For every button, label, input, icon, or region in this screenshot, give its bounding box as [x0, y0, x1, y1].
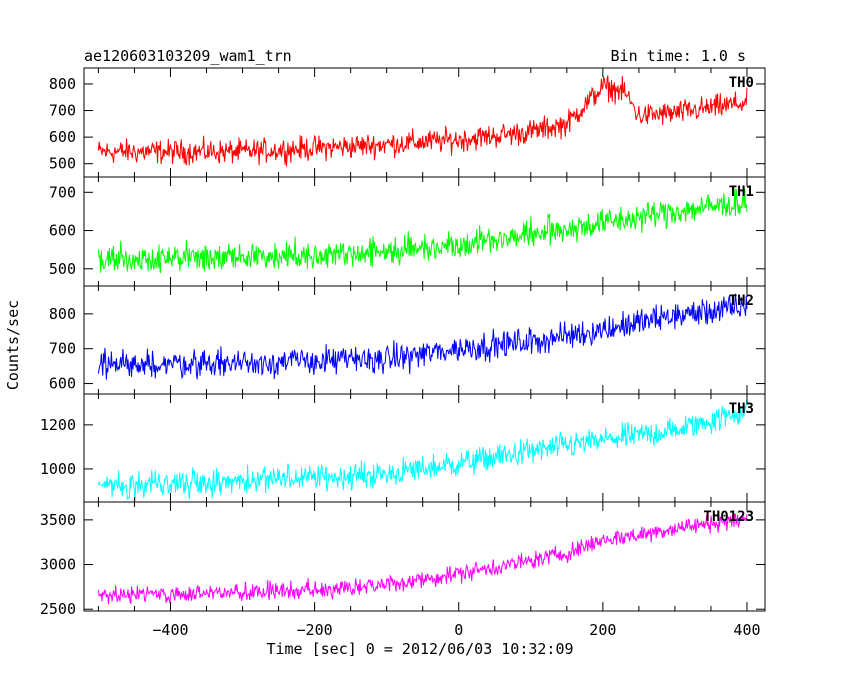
x-tick-label: 200 [589, 621, 616, 639]
x-tick-label: 0 [454, 621, 463, 639]
y-axis-title: Counts/sec [4, 300, 22, 390]
y-tick-label: 600 [49, 222, 76, 240]
panels-group: 500 600 700 800 TH0 500 600 700 TH1 600 700 800 TH2 1… [40, 67, 766, 618]
series-line-th0 [97, 75, 748, 167]
x-tick-label: −200 [297, 621, 333, 639]
y-tick-label: 500 [49, 155, 76, 173]
panel-th2: 600 700 800 TH2 [49, 285, 766, 395]
panel-label-th1: TH1 [729, 184, 754, 200]
y-tick-label: 800 [49, 305, 76, 323]
header-left-title: ae120603103209_wam1_trn [84, 47, 292, 65]
x-axis-title: Time [sec] 0 = 2012/06/03 10:32:09 [266, 640, 573, 658]
panel-th3: 1000 1200 TH3 [40, 393, 766, 503]
y-tick-label: 700 [49, 340, 76, 358]
x-tick-label: −400 [152, 621, 188, 639]
y-tick-label: 1000 [40, 460, 76, 478]
y-tick-label: 1200 [40, 416, 76, 434]
x-tick-label: 400 [733, 621, 760, 639]
y-tick-label: 600 [49, 375, 76, 393]
y-tick-label: 3000 [40, 556, 76, 574]
panel-th0123: 2500 3000 3500 TH0123 [40, 501, 766, 618]
y-tick-label: 2500 [40, 600, 76, 618]
panel-label-th0123: TH0123 [703, 509, 754, 525]
panel-frame [83, 176, 766, 287]
header-right-title: Bin time: 1.0 s [611, 47, 746, 65]
series-line-th2 [97, 293, 748, 380]
y-tick-label: 700 [49, 183, 76, 201]
panel-label-th2: TH2 [729, 293, 754, 309]
series-line-th0123 [97, 513, 748, 605]
y-tick-label: 800 [49, 75, 76, 93]
series-line-th1 [97, 188, 748, 274]
series-line-th3 [97, 398, 748, 501]
x-axis: −400 −200 0 200 400 [152, 621, 760, 639]
panel-label-th3: TH3 [729, 401, 754, 417]
panel-th1: 500 600 700 TH1 [49, 176, 766, 287]
panel-frame [83, 285, 766, 395]
panel-label-th0: TH0 [729, 75, 754, 91]
y-tick-label: 3500 [40, 511, 76, 529]
panel-th0: 500 600 700 800 TH0 [49, 67, 766, 178]
panel-frame [83, 501, 766, 612]
y-tick-label: 700 [49, 102, 76, 120]
y-tick-label: 600 [49, 128, 76, 146]
y-tick-label: 500 [49, 260, 76, 278]
